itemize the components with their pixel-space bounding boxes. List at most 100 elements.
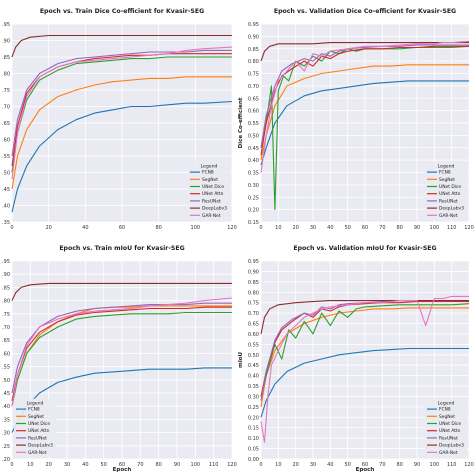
legend-entry: SegNet xyxy=(28,414,44,420)
chart-title: Epoch vs. Validation Dice Co-efficient f… xyxy=(274,8,456,15)
x-tick-label: 50 xyxy=(100,462,106,468)
x-tick-label: 0 xyxy=(10,225,13,231)
chart-title: Epoch vs. Train mIoU for Kvasir-SEG xyxy=(59,245,184,252)
x-tick-label: 40 xyxy=(327,225,333,231)
x-tick-label: 0 xyxy=(10,462,13,468)
legend-entry: UNet Attn xyxy=(202,191,224,197)
y-tick-label: .70 xyxy=(2,325,10,331)
y-tick-label: .70 xyxy=(2,105,10,111)
x-tick-label: 120 xyxy=(464,225,474,231)
series-line-unet-dice xyxy=(11,311,232,407)
series-line-unet-dice xyxy=(260,303,470,397)
series-line-gar-net xyxy=(260,295,469,443)
x-tick-label: 60 xyxy=(362,225,368,231)
series-line-resunet xyxy=(11,49,232,157)
y-tick-label: 0.40 xyxy=(248,374,259,380)
series-line-gar-net xyxy=(11,46,233,180)
series-line-segnet xyxy=(11,76,232,190)
y-tick-label: .40 xyxy=(2,204,10,210)
series-line-gar-net xyxy=(11,297,233,407)
x-tick-label: 40 xyxy=(82,225,88,231)
x-tick-label: 60 xyxy=(362,462,368,468)
legend-box xyxy=(14,398,56,457)
series-line-deeplabv3 xyxy=(11,34,232,58)
x-tick-label: 40 xyxy=(82,462,88,468)
x-tick-label: 50 xyxy=(344,462,350,468)
legend-entry: GAR-Net xyxy=(439,213,458,219)
y-tick-label: .90 xyxy=(2,272,10,278)
y-tick-label: .20 xyxy=(2,457,10,463)
y-tick-label: 0.95 xyxy=(248,259,259,265)
x-tick-label: 10 xyxy=(27,462,33,468)
x-tick-label: 110 xyxy=(447,225,457,231)
y-tick-label: .35 xyxy=(2,417,10,423)
panel-train-dice: .35 .40 .45 .50 .55 .60 .65 .70 .75 .80 .85 .90 .95 0… xyxy=(0,0,237,237)
legend-box xyxy=(425,161,467,220)
y-tick-label: 0.50 xyxy=(248,353,259,359)
y-tick-label: 0.25 xyxy=(248,405,259,411)
series-line-deeplabv3 xyxy=(260,42,469,62)
legend-entry: FCN8 xyxy=(28,407,40,413)
legend-entry: UNet Dice xyxy=(439,421,461,427)
y-tick-label: 0.90 xyxy=(248,269,259,275)
x-tick-label: 50 xyxy=(344,225,350,231)
y-tick-label: 0.15 xyxy=(248,426,259,432)
x-tick-label: 120 xyxy=(464,462,474,468)
y-tick-label: 0.55 xyxy=(248,121,259,127)
x-tick-label: 80 xyxy=(396,462,402,468)
y-tick-label: 0.10 xyxy=(248,436,259,442)
series-line-unet-dice xyxy=(260,45,470,211)
y-tick-label: 0.65 xyxy=(248,96,259,102)
x-axis-label: Epoch xyxy=(356,467,375,473)
y-tick-label: .95 xyxy=(2,259,10,265)
y-tick-label: .75 xyxy=(2,312,10,318)
x-tick-label: 70 xyxy=(137,462,143,468)
series-line-resunet xyxy=(260,44,469,148)
x-tick-label: 70 xyxy=(379,225,385,231)
y-tick-label: 0.25 xyxy=(248,195,259,201)
y-tick-label: 0.75 xyxy=(248,72,259,78)
x-tick-label: 60 xyxy=(119,462,125,468)
x-tick-label: 110 xyxy=(209,462,219,468)
y-tick-label: 0.65 xyxy=(248,322,259,328)
y-tick-label: .65 xyxy=(2,338,10,344)
y-tick-label: .55 xyxy=(2,154,10,160)
x-tick-label: 40 xyxy=(327,462,333,468)
legend-entry: ResUNet xyxy=(439,435,458,441)
y-tick-label: .50 xyxy=(2,171,10,177)
y-tick-label: .90 xyxy=(2,39,10,45)
y-tick-label: 0.00 xyxy=(248,457,259,463)
legend-entry: FCN8 xyxy=(439,170,451,176)
y-tick-label: 0.50 xyxy=(248,133,259,139)
legend-entry: ResUNet xyxy=(28,435,47,441)
series-line-segnet xyxy=(260,64,469,161)
legend-entry: SegNet xyxy=(439,414,455,420)
legend-entry: UNet Attn xyxy=(439,428,461,434)
y-tick-label: 0.30 xyxy=(248,394,259,400)
y-tick-label: .35 xyxy=(2,220,10,226)
y-tick-label: 0.85 xyxy=(248,280,259,286)
y-tick-label: .80 xyxy=(2,72,10,78)
legend-entry: GAR-Net xyxy=(202,213,221,219)
y-tick-label: 0.60 xyxy=(248,332,259,338)
y-tick-label: .40 xyxy=(2,404,10,410)
y-tick-label: 0.05 xyxy=(248,447,259,453)
y-tick-label: 0.80 xyxy=(248,59,259,65)
x-tick-label: 30 xyxy=(310,225,316,231)
legend-entry: UNet Attn xyxy=(28,428,50,434)
x-tick-label: 100 xyxy=(191,462,201,468)
x-tick-label: 0 xyxy=(259,462,262,468)
series-line-fcn8 xyxy=(260,347,469,418)
legend-title: Legend xyxy=(27,401,44,407)
legend-entry: SegNet xyxy=(439,177,455,183)
y-tick-label: .60 xyxy=(2,351,10,357)
x-tick-label: 60 xyxy=(119,225,125,231)
x-tick-label: 10 xyxy=(275,225,281,231)
x-tick-label: 100 xyxy=(430,225,440,231)
y-tick-label: .45 xyxy=(2,391,10,397)
y-tick-label: .80 xyxy=(2,299,10,305)
x-tick-label: 90 xyxy=(414,225,420,231)
y-tick-label: 0.40 xyxy=(248,158,259,164)
